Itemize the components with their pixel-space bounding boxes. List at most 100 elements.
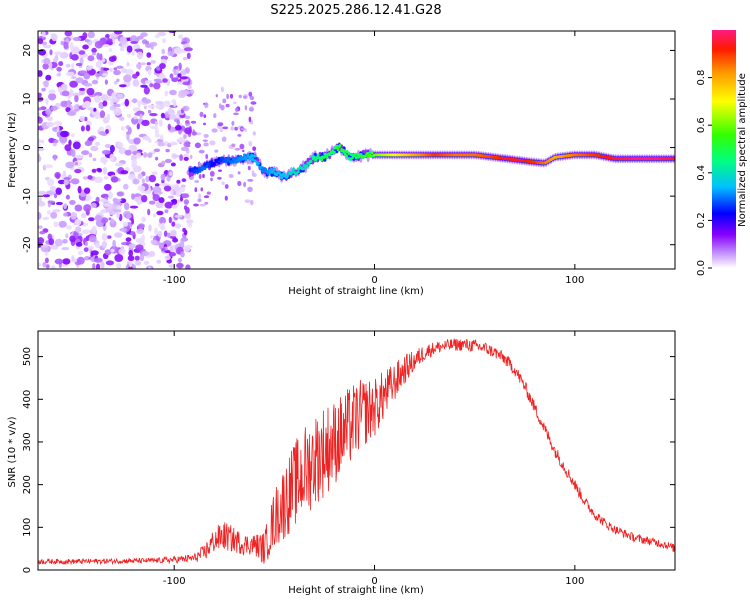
noise-speck <box>81 150 90 156</box>
noise-speck <box>74 162 79 166</box>
noise-speck <box>130 41 139 44</box>
noise-speck <box>119 46 125 52</box>
noise-speck <box>184 115 191 120</box>
noise-speck <box>42 261 47 268</box>
noise-speck <box>128 144 137 153</box>
noise-speck <box>88 217 95 222</box>
noise-speck <box>217 176 222 180</box>
ridge-core <box>428 153 432 157</box>
ridge-core <box>614 157 617 161</box>
noise-speck <box>197 198 202 203</box>
noise-speck <box>46 190 55 196</box>
noise-speck <box>45 264 50 269</box>
figure-title: S225.2025.286.12.41.G28 <box>270 3 441 18</box>
noise-speck <box>218 169 222 172</box>
ridge-core <box>401 153 405 157</box>
noise-speck <box>162 38 167 44</box>
ridge-core <box>408 153 412 157</box>
ridge-core <box>383 153 387 157</box>
noise-speck <box>147 69 152 76</box>
noise-speck <box>164 209 169 214</box>
y-tick-label: 0 <box>22 144 33 150</box>
ridge-core <box>457 153 461 157</box>
noise-speck <box>184 211 191 220</box>
colorbar-tick-label: 0.8 <box>696 70 707 86</box>
noise-speck <box>187 221 193 228</box>
noise-speck <box>118 147 127 155</box>
ridge-core <box>425 153 428 157</box>
ridge-core <box>641 157 644 161</box>
noise-speck <box>211 128 218 133</box>
noise-speck <box>75 242 83 247</box>
noise-speck <box>47 200 56 204</box>
noise-speck <box>119 36 127 45</box>
noise-speck <box>126 62 130 67</box>
noise-speck <box>56 66 62 72</box>
noise-speck <box>162 78 168 83</box>
noise-speck <box>150 235 155 239</box>
noise-speck <box>83 187 91 194</box>
ridge-core <box>632 157 635 161</box>
noise-speck <box>156 80 163 84</box>
noise-speck <box>94 40 103 49</box>
noise-speck <box>143 152 148 158</box>
noise-speck <box>91 168 97 173</box>
noise-speck <box>217 122 224 127</box>
noise-speck <box>179 154 184 162</box>
noise-speck <box>47 178 55 187</box>
noise-speck <box>112 197 118 203</box>
noise-speck <box>70 76 77 79</box>
noise-speck <box>131 159 138 166</box>
noise-speck <box>39 231 46 235</box>
noise-speck <box>43 57 51 65</box>
noise-speck <box>204 201 209 205</box>
noise-speck <box>113 31 123 35</box>
noise-speck <box>110 248 115 253</box>
noise-speck <box>175 223 182 229</box>
ridge-core <box>399 153 403 157</box>
ridge-core <box>625 157 628 161</box>
ridge-core <box>313 155 316 159</box>
noise-speck <box>118 248 126 255</box>
ridge-core <box>320 158 324 162</box>
noise-speck <box>54 238 63 247</box>
noise-speck <box>99 110 106 119</box>
noise-speck <box>101 149 111 155</box>
noise-speck <box>183 141 190 148</box>
ridge-band <box>272 167 276 171</box>
ridge-core <box>634 157 637 161</box>
noise-speck <box>143 260 150 265</box>
noise-speck <box>53 154 57 161</box>
ridge-core <box>363 154 367 159</box>
noise-speck <box>150 125 158 129</box>
noise-speck <box>160 173 166 181</box>
noise-speck <box>87 31 96 39</box>
noise-speck <box>171 204 178 209</box>
ridge-core <box>338 144 342 148</box>
ridge-core <box>585 153 589 157</box>
noise-speck <box>247 186 253 192</box>
noise-speck <box>38 92 42 97</box>
noise-speck <box>156 259 162 264</box>
noise-speck <box>70 212 78 220</box>
ridge-core <box>207 162 210 166</box>
noise-speck <box>134 48 143 52</box>
ridge-core <box>426 153 430 157</box>
ridge-core <box>574 153 578 157</box>
noise-speck <box>180 146 189 152</box>
ridge-core <box>264 168 268 172</box>
noise-speck <box>135 63 142 69</box>
noise-speck <box>136 123 140 130</box>
noise-speck <box>110 218 115 225</box>
colorbar-tick-label: 0.4 <box>696 165 707 181</box>
noise-speck <box>169 245 174 253</box>
ridge-core <box>266 171 270 175</box>
noise-speck <box>123 74 132 83</box>
noise-speck <box>137 185 146 192</box>
noise-speck <box>202 173 205 179</box>
ridge-core <box>297 170 300 174</box>
ridge-core <box>216 159 219 163</box>
ridge-core <box>241 156 244 160</box>
x-tick-label: -100 <box>163 275 186 286</box>
